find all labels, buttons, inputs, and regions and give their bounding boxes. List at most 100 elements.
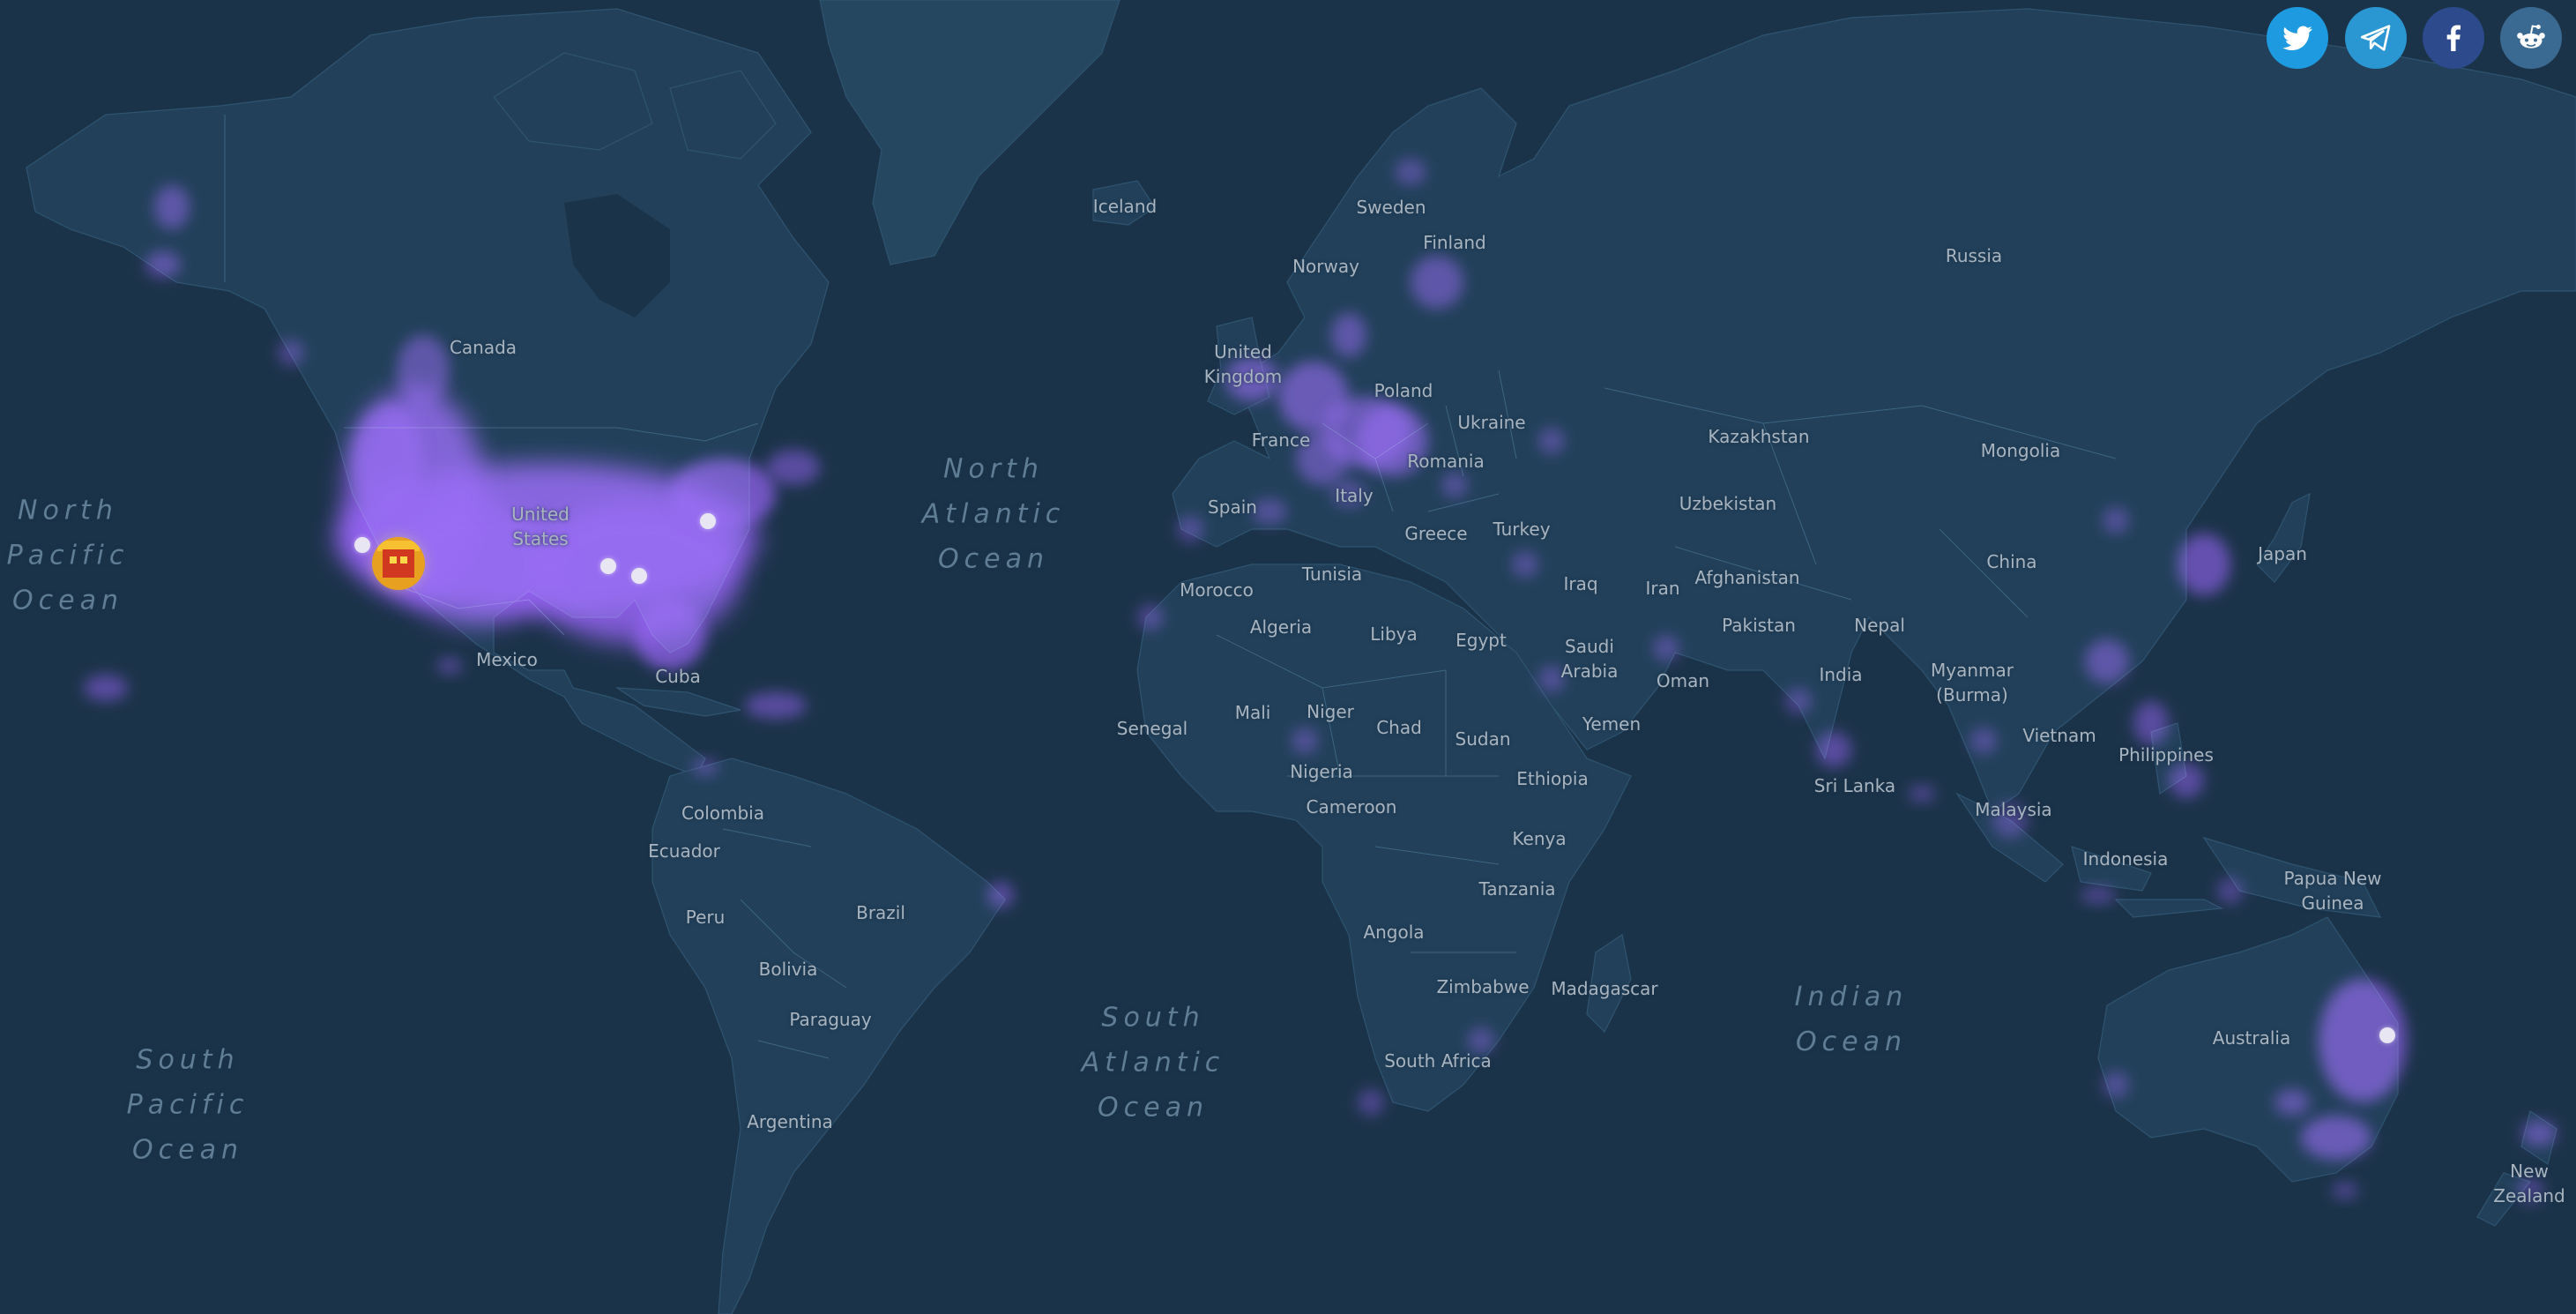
twitter-share-button[interactable] bbox=[2267, 7, 2328, 69]
data-point[interactable] bbox=[354, 537, 370, 553]
facebook-share-button[interactable] bbox=[2423, 7, 2484, 69]
data-point[interactable] bbox=[600, 558, 616, 574]
map-label-afghanistan: Afghanistan bbox=[1694, 567, 1800, 588]
map-label-chad: Chad bbox=[1376, 717, 1422, 738]
map-label-indian: Indian Ocean bbox=[1794, 982, 1909, 1057]
heat-blob bbox=[1816, 732, 1851, 767]
map-label-kazakhstan: Kazakhstan bbox=[1708, 426, 1810, 447]
twitter-icon bbox=[2282, 26, 2312, 50]
map-label-saudi-arabia: Saudi Arabia bbox=[1560, 636, 1619, 682]
heat-blob bbox=[2085, 639, 2129, 683]
indonesia-islands bbox=[1955, 722, 2382, 918]
map-label-russia: Russia bbox=[1945, 245, 2003, 266]
map-label-mexico: Mexico bbox=[476, 649, 538, 670]
map-label-united-kingdom: United Kingdom bbox=[1203, 341, 1283, 387]
data-point[interactable] bbox=[700, 513, 716, 529]
heat-blob bbox=[1538, 428, 1565, 454]
map-label-australia: Australia bbox=[2212, 1027, 2291, 1049]
heat-blob bbox=[2178, 534, 2230, 595]
map-label-italy: Italy bbox=[1335, 485, 1374, 506]
madagascar-island bbox=[1586, 934, 1632, 1034]
heat-blob bbox=[745, 692, 807, 719]
map-label-sri-lanka: Sri Lanka bbox=[1813, 775, 1896, 796]
heat-blob bbox=[670, 459, 776, 529]
heat-blob bbox=[1512, 551, 1538, 578]
hudson-bay bbox=[564, 194, 670, 317]
telegram-share-button[interactable] bbox=[2345, 7, 2407, 69]
map-label-vietnam: Vietnam bbox=[2022, 725, 2096, 746]
telegram-icon bbox=[2360, 25, 2391, 51]
map-label-philippines: Philippines bbox=[2118, 744, 2214, 765]
heat-blob bbox=[1970, 728, 1997, 754]
africa-borders bbox=[1216, 634, 1516, 953]
heat-blob bbox=[1177, 516, 1203, 542]
iceland-island bbox=[1092, 180, 1156, 226]
map-label-cameroon: Cameroon bbox=[1306, 796, 1397, 818]
heat-blob bbox=[1909, 785, 1935, 803]
map-label-canada: Canada bbox=[449, 337, 517, 358]
map-label-brazil: Brazil bbox=[856, 902, 905, 923]
map-label-oman: Oman bbox=[1656, 670, 1710, 691]
map-label-nigeria: Nigeria bbox=[1290, 761, 1353, 782]
heat-blob bbox=[1538, 666, 1565, 692]
map-label-kenya: Kenya bbox=[1512, 828, 1567, 849]
map-label-madagascar: Madagascar bbox=[1551, 978, 1658, 999]
heat-blob bbox=[278, 340, 304, 366]
map-label-japan: Japan bbox=[2258, 543, 2307, 564]
map-label-sweden: Sweden bbox=[1356, 197, 1426, 218]
map-label-morocco: Morocco bbox=[1180, 579, 1254, 601]
map-label-yemen: Yemen bbox=[1582, 713, 1642, 735]
heat-blob bbox=[1225, 357, 1278, 401]
south-america-landmass bbox=[651, 758, 1006, 1314]
map-label-poland: Poland bbox=[1374, 380, 1433, 401]
heat-blob bbox=[2133, 701, 2169, 745]
map-label-indonesia: Indonesia bbox=[2082, 848, 2169, 870]
data-point[interactable] bbox=[631, 568, 647, 584]
map-label-bolivia: Bolivia bbox=[758, 959, 818, 980]
asia-borders bbox=[1604, 387, 2117, 618]
heat-blob bbox=[1292, 728, 1318, 754]
map-label-uzbekistan: Uzbekistan bbox=[1679, 493, 1777, 514]
heat-blob bbox=[2517, 1177, 2543, 1204]
heat-blob bbox=[1331, 313, 1366, 357]
heat-blob bbox=[2274, 1089, 2310, 1116]
reddit-icon bbox=[2517, 25, 2545, 49]
heat-blob bbox=[1468, 1027, 1494, 1054]
map-label-egypt: Egypt bbox=[1456, 630, 1507, 651]
heat-blob bbox=[436, 657, 463, 675]
heat-blob bbox=[2103, 1071, 2129, 1098]
user-avatar-marker[interactable] bbox=[372, 537, 425, 590]
map-label-mali: Mali bbox=[1234, 702, 1271, 723]
map-label-south-atlantic: South Atlantic Ocean bbox=[1081, 1002, 1225, 1124]
heat-blob bbox=[1441, 472, 1468, 498]
map-label-romania: Romania bbox=[1407, 451, 1485, 472]
map-label-pakistan: Pakistan bbox=[1722, 615, 1796, 636]
map-label-ethiopia: Ethiopia bbox=[1516, 768, 1589, 789]
heat-blob bbox=[1358, 406, 1428, 476]
map-label-finland: Finland bbox=[1423, 232, 1486, 253]
heat-blob bbox=[1653, 635, 1679, 661]
heat-blob bbox=[2301, 1116, 2371, 1160]
map-label-turkey: Turkey bbox=[1493, 519, 1551, 540]
heat-blob bbox=[2081, 886, 2116, 904]
map-label-norway: Norway bbox=[1292, 256, 1359, 277]
australia-landmass bbox=[2097, 916, 2399, 1183]
facebook-icon bbox=[2446, 25, 2461, 51]
japan-island bbox=[2256, 492, 2311, 583]
heat-blob bbox=[1785, 688, 1812, 714]
map-label-myanmar: Myanmar (Burma) bbox=[1931, 660, 2014, 706]
data-point[interactable] bbox=[2379, 1027, 2395, 1043]
us-canada-border bbox=[224, 115, 759, 442]
map-label-algeria: Algeria bbox=[1249, 616, 1313, 638]
heat-blob bbox=[1331, 481, 1366, 507]
map-label-cuba: Cuba bbox=[655, 666, 701, 687]
south-america-borders bbox=[722, 828, 847, 1059]
map-label-mongolia: Mongolia bbox=[1980, 440, 2061, 461]
reddit-share-button[interactable] bbox=[2500, 7, 2562, 69]
map-label-tanzania: Tanzania bbox=[1478, 878, 1556, 900]
heat-blob bbox=[692, 758, 718, 776]
map-label-india: India bbox=[1819, 664, 1863, 685]
map-label-iran: Iran bbox=[1645, 578, 1680, 599]
map-label-france: France bbox=[1251, 429, 1311, 451]
